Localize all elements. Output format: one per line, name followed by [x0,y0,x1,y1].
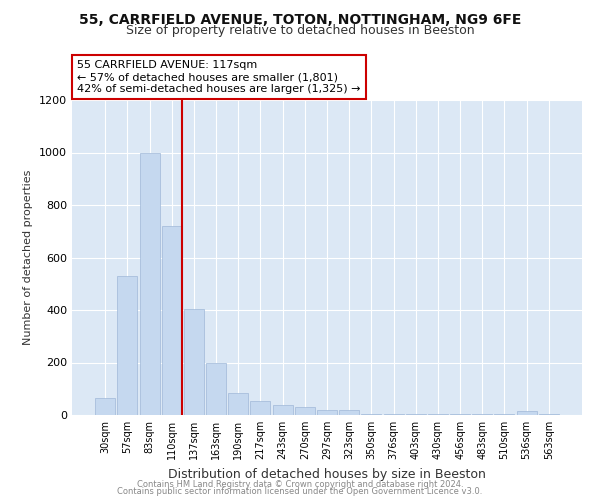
Bar [428,414,448,415]
Bar [383,414,404,415]
Text: Size of property relative to detached houses in Beeston: Size of property relative to detached ho… [125,24,475,37]
Bar [95,398,115,415]
Bar [162,226,182,415]
Bar [517,411,536,415]
Bar [140,152,160,415]
Bar [184,308,204,415]
Bar [272,404,293,415]
Bar [317,410,337,415]
Text: Contains public sector information licensed under the Open Government Licence v3: Contains public sector information licen… [118,488,482,496]
Text: 55, CARRFIELD AVENUE, TOTON, NOTTINGHAM, NG9 6FE: 55, CARRFIELD AVENUE, TOTON, NOTTINGHAM,… [79,12,521,26]
Bar [450,414,470,415]
Text: 55 CARRFIELD AVENUE: 117sqm
← 57% of detached houses are smaller (1,801)
42% of : 55 CARRFIELD AVENUE: 117sqm ← 57% of det… [77,60,361,94]
X-axis label: Distribution of detached houses by size in Beeston: Distribution of detached houses by size … [168,468,486,480]
Bar [250,400,271,415]
Text: Contains HM Land Registry data © Crown copyright and database right 2024.: Contains HM Land Registry data © Crown c… [137,480,463,489]
Y-axis label: Number of detached properties: Number of detached properties [23,170,34,345]
Bar [361,414,382,415]
Bar [228,392,248,415]
Bar [472,414,492,415]
Bar [118,276,137,415]
Bar [494,414,514,415]
Bar [295,406,315,415]
Bar [206,362,226,415]
Bar [339,410,359,415]
Bar [539,414,559,415]
Bar [406,414,426,415]
